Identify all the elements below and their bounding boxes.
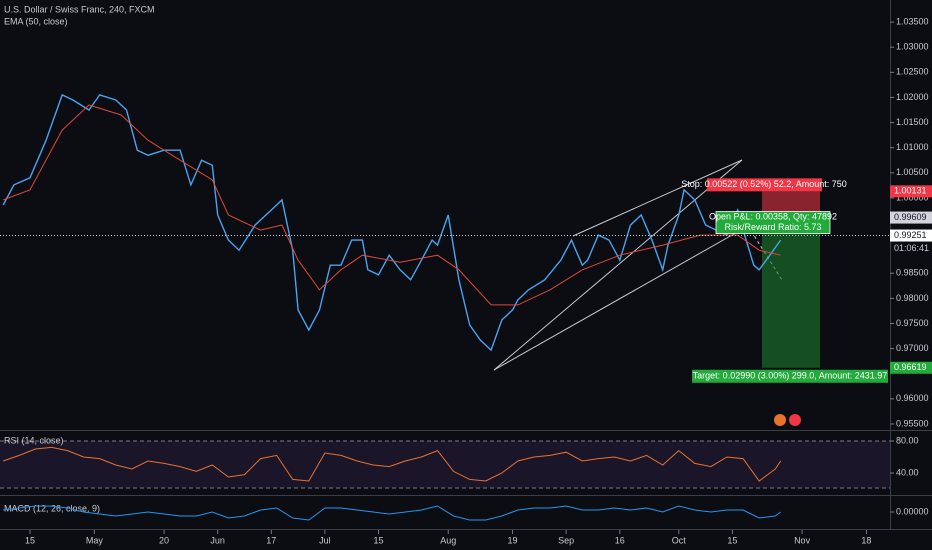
y-tick-label: 0.96000 [896, 393, 929, 403]
y-tick-label: 0.00000 [896, 506, 929, 516]
series-line [2, 93, 782, 352]
price-marker [890, 185, 932, 198]
series-line [3, 446, 782, 482]
chart-title: U.S. Dollar / Swiss Franc, 240, FXCM [4, 4, 155, 14]
y-tick-label: 0.97500 [896, 318, 929, 328]
price-marker-label: 0.99609 [894, 212, 927, 222]
target-label: Target: 0.02990 (3.00%) 299.0, Amount: 2… [693, 371, 888, 381]
stop-label: Stop: 0.00522 (0.52%) 52.2, Amount: 750 [681, 179, 847, 189]
channel-line [572, 159, 743, 237]
series-line [3, 505, 781, 521]
pane-title: MACD (12, 26, close, 9) [4, 503, 100, 513]
x-tick-label: 15 [374, 535, 384, 545]
legend-entry: EMA (50, close) [4, 16, 68, 26]
pnl-label-box [715, 211, 831, 234]
x-tick-label: 19 [508, 535, 518, 545]
x-tick-label: Sep [558, 535, 574, 545]
channel-line [493, 225, 749, 371]
y-tick-label: 1.01500 [896, 117, 929, 127]
series-line [3, 104, 781, 306]
x-tick-label: Aug [440, 535, 456, 545]
y-tick-label: 1.01000 [896, 142, 929, 152]
x-tick-label: 18 [861, 535, 871, 545]
y-tick-label: 1.03500 [896, 16, 929, 26]
x-tick-label: Oct [672, 535, 687, 545]
stop-label-box [707, 178, 822, 192]
y-tick-label: 0.98000 [896, 293, 929, 303]
target-label-box [692, 369, 888, 383]
event-icon[interactable] [789, 414, 801, 426]
event-icon[interactable] [774, 414, 786, 426]
y-tick-label: 1.02500 [896, 67, 929, 77]
y-tick-label: 80.00 [896, 435, 919, 445]
y-tick-label: 1.00500 [896, 167, 929, 177]
x-tick-label: Nov [794, 535, 811, 545]
price-marker-label: 0.99251 [894, 230, 927, 240]
x-tick-label: 15 [25, 535, 35, 545]
rr-label: Risk/Reward Ratio: 5.73 [724, 222, 821, 232]
price-marker-label: 1.00131 [894, 186, 927, 196]
target-zone [762, 217, 820, 368]
y-tick-label: 0.95500 [896, 418, 929, 428]
rsi-band [0, 441, 890, 488]
x-tick-label: 16 [615, 535, 625, 545]
x-tick-label: Jun [210, 535, 225, 545]
price-marker-label: 0.96619 [894, 362, 927, 372]
price-marker [890, 229, 932, 242]
countdown: 01:06:41 [894, 243, 929, 253]
x-tick-label: 20 [159, 535, 169, 545]
x-tick-label: 15 [727, 535, 737, 545]
x-tick-label: Jul [319, 535, 331, 545]
y-tick-label: 40.00 [896, 467, 919, 477]
pane-title: RSI (14, close) [4, 435, 64, 445]
y-tick-label: 0.98500 [896, 268, 929, 278]
y-tick-label: 1.03000 [896, 42, 929, 52]
price-marker [890, 361, 932, 374]
price-marker [890, 211, 932, 224]
pnl-label: Open P&L: 0.00358, Qty: 47892 [709, 211, 837, 221]
x-tick-label: May [86, 535, 104, 545]
x-tick-label: 17 [266, 535, 276, 545]
y-tick-label: 0.97000 [896, 343, 929, 353]
channel-line [493, 159, 743, 371]
y-tick-label: 1.02000 [896, 92, 929, 102]
